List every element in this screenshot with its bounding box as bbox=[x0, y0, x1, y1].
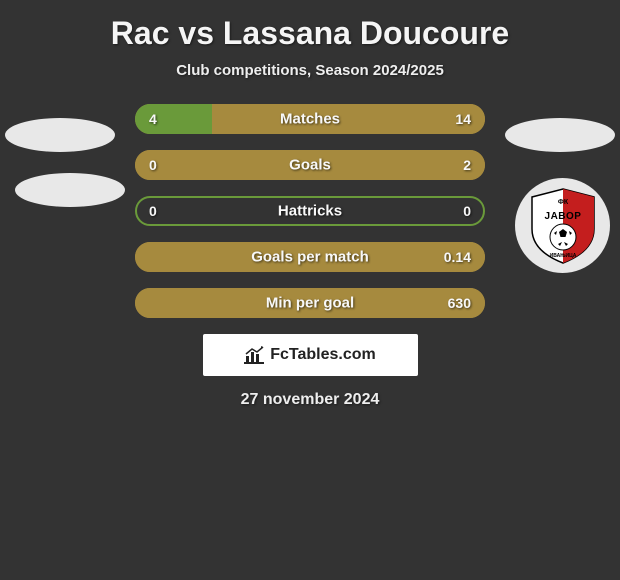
page-title: Rac vs Lassana Doucoure bbox=[0, 15, 620, 52]
stat-value-left: 0 bbox=[149, 157, 157, 173]
stat-value-right: 630 bbox=[448, 295, 471, 311]
stat-value-left: 4 bbox=[149, 111, 157, 127]
subtitle: Club competitions, Season 2024/2025 bbox=[0, 62, 620, 79]
player-right-logo: ФК JABOP ИВАЊИЦА bbox=[515, 178, 610, 273]
chart-icon bbox=[244, 346, 266, 364]
stats-area: 4 Matches 14 0 Goals 2 0 Hattricks 0 Goals per ma… bbox=[135, 104, 485, 318]
player-left-ellipse-1 bbox=[5, 118, 115, 152]
stat-label: Goals bbox=[289, 157, 331, 174]
stat-value-right: 0.14 bbox=[444, 249, 471, 265]
stat-row: 0 Goals 2 bbox=[135, 150, 485, 180]
javor-logo-svg: ФК JABOP ИВАЊИЦА bbox=[528, 187, 598, 265]
stat-label: Min per goal bbox=[266, 295, 354, 312]
stat-row: Goals per match 0.14 bbox=[135, 242, 485, 272]
stat-row: 0 Hattricks 0 bbox=[135, 196, 485, 226]
stat-label: Matches bbox=[280, 111, 340, 128]
player-left-ellipse-2 bbox=[15, 173, 125, 207]
stat-row: 4 Matches 14 bbox=[135, 104, 485, 134]
player-right-ellipse bbox=[505, 118, 615, 152]
stat-value-right: 0 bbox=[463, 203, 471, 219]
svg-text:ФК: ФК bbox=[557, 199, 568, 206]
stat-label: Hattricks bbox=[278, 203, 342, 220]
stat-value-right: 14 bbox=[455, 111, 471, 127]
svg-text:JABOP: JABOP bbox=[544, 211, 581, 222]
stat-row: Min per goal 630 bbox=[135, 288, 485, 318]
stat-value-right: 2 bbox=[463, 157, 471, 173]
stat-bar-fill-right bbox=[212, 104, 485, 134]
main-container: Rac vs Lassana Doucoure Club competition… bbox=[0, 0, 620, 580]
branding-box[interactable]: FcTables.com bbox=[203, 334, 418, 376]
team-logo: ФК JABOP ИВАЊИЦА bbox=[528, 187, 598, 265]
stat-bar-fill-left bbox=[135, 104, 212, 134]
stat-label: Goals per match bbox=[251, 249, 369, 266]
stat-value-left: 0 bbox=[149, 203, 157, 219]
date-text: 27 november 2024 bbox=[0, 391, 620, 409]
svg-text:ИВАЊИЦА: ИВАЊИЦА bbox=[549, 253, 576, 259]
branding-text: FcTables.com bbox=[270, 346, 376, 364]
